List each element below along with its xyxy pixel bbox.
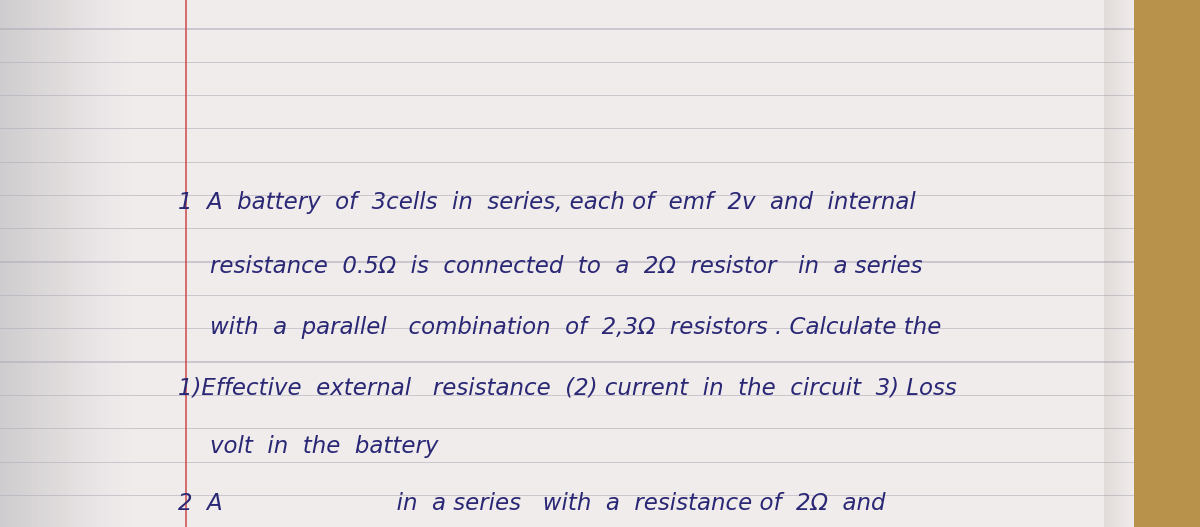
Bar (0, 261, 1134, 262)
Bar (0, 28, 1134, 30)
Bar (0, 95, 1134, 96)
Bar (0, 128, 1134, 129)
Bar (0, 228, 1134, 229)
Bar (185, 0, 187, 527)
Bar (0, 0, 70, 527)
Text: volt  in  the  battery: volt in the battery (210, 435, 438, 458)
Bar (0, 428, 1134, 429)
Bar (0, 195, 1134, 196)
Bar (1134, 0, 1200, 527)
Text: with  a  parallel   combination  of  2,3Ω  resistors . Calculate the: with a parallel combination of 2,3Ω resi… (210, 316, 941, 339)
Text: 1  A  battery  of  3cells  in  series, each of  emf  2v  and  internal: 1 A battery of 3cells in series, each of… (178, 191, 916, 214)
Text: 2  A                        in  a series   with  a  resistance of  2Ω  and: 2 A in a series with a resistance of 2Ω … (178, 492, 886, 515)
Bar (0, 162, 1134, 163)
Bar (0, 62, 1134, 63)
Text: resistance  0.5Ω  is  connected  to  a  2Ω  resistor   in  a series: resistance 0.5Ω is connected to a 2Ω res… (210, 255, 923, 278)
Bar (0, 395, 1134, 396)
Bar (0, 362, 1134, 363)
Bar (0, 495, 1134, 496)
Bar (0, 462, 1134, 463)
Text: 1)Effective  external   resistance  (2) current  in  the  circuit  3) Loss: 1)Effective external resistance (2) curr… (178, 377, 956, 400)
Bar (0, 328, 1134, 329)
Bar (0, 295, 1134, 296)
